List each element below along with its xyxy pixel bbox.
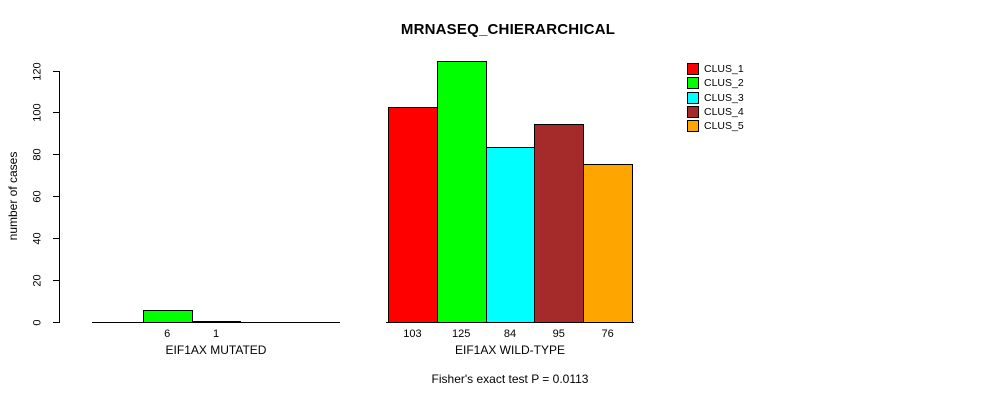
bar-value-label: 1 bbox=[212, 328, 220, 340]
bar-clus_3-group2 bbox=[485, 147, 536, 323]
bar-clus_5-group2 bbox=[583, 164, 633, 323]
legend-swatch-clus_3 bbox=[687, 91, 699, 104]
bar-clus_2-group2 bbox=[436, 61, 487, 323]
x-group-label: EIF1AX WILD-TYPE bbox=[454, 343, 566, 357]
legend-label: CLUS_1 bbox=[704, 63, 744, 75]
y-axis-tick bbox=[53, 112, 59, 113]
y-axis-tick bbox=[53, 154, 59, 155]
y-axis-tick bbox=[53, 280, 59, 281]
y-axis-tick-label: 60 bbox=[31, 189, 44, 203]
legend-swatch-clus_2 bbox=[687, 77, 699, 90]
y-axis-tick bbox=[53, 322, 59, 323]
legend-label: CLUS_2 bbox=[704, 77, 744, 90]
bar-clus_2-group1 bbox=[142, 310, 193, 323]
y-axis-tick-label: 80 bbox=[31, 147, 44, 161]
y-axis-tick bbox=[53, 196, 59, 197]
bar-clus_3-group1 bbox=[191, 321, 242, 323]
legend-label: CLUS_5 bbox=[704, 120, 744, 133]
y-axis-label: number of cases bbox=[6, 151, 20, 241]
bar-value-label: 103 bbox=[403, 328, 422, 340]
y-axis-tick-label: 0 bbox=[31, 318, 44, 326]
legend-item-clus_2: CLUS_2 bbox=[687, 77, 744, 90]
y-axis-line bbox=[59, 70, 60, 323]
legend-item-clus_1: CLUS_1 bbox=[687, 63, 744, 75]
y-axis-tick-label: 40 bbox=[31, 231, 44, 245]
bar-value-label: 6 bbox=[164, 328, 171, 340]
legend-label: CLUS_3 bbox=[704, 91, 744, 104]
y-axis-tick-label: 20 bbox=[31, 273, 44, 287]
bar-value-label: 95 bbox=[552, 328, 565, 340]
legend: CLUS_1 CLUS_2 CLUS_3 CLUS_4 CLUS_5 bbox=[687, 63, 744, 134]
bar-value-label: 84 bbox=[503, 328, 517, 340]
bar-clus_1-group2 bbox=[388, 107, 438, 323]
chart-title: MRNASEQ_CHIERARCHICAL bbox=[400, 21, 616, 38]
legend-item-clus_4: CLUS_4 bbox=[687, 105, 744, 118]
legend-item-clus_3: CLUS_3 bbox=[687, 91, 744, 104]
bar-clus_4-group2 bbox=[534, 124, 585, 323]
legend-swatch-clus_4 bbox=[687, 105, 699, 118]
legend-item-clus_5: CLUS_5 bbox=[687, 120, 744, 133]
y-axis-tick bbox=[53, 238, 59, 239]
legend-swatch-clus_1 bbox=[687, 63, 699, 75]
bar-value-label: 125 bbox=[452, 328, 471, 340]
y-axis-tick-label: 100 bbox=[31, 102, 44, 122]
legend-label: CLUS_4 bbox=[704, 105, 744, 118]
bar-value-label: 76 bbox=[601, 328, 614, 340]
footnote-fishers-test: Fisher's exact test P = 0.0113 bbox=[431, 372, 589, 386]
y-axis-tick-label: 120 bbox=[31, 61, 44, 81]
y-axis-tick bbox=[53, 71, 59, 72]
x-group-label: EIF1AX MUTATED bbox=[165, 343, 267, 357]
legend-swatch-clus_5 bbox=[687, 120, 699, 133]
